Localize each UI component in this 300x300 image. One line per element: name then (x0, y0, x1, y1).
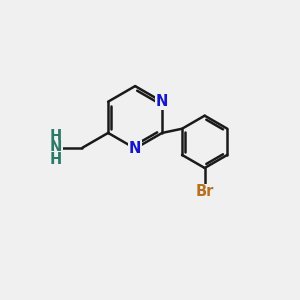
Text: N: N (156, 94, 168, 109)
Text: H: H (50, 129, 62, 144)
Text: H: H (50, 152, 62, 166)
Text: N: N (129, 141, 141, 156)
Text: N: N (50, 140, 62, 155)
Text: Br: Br (196, 184, 214, 199)
